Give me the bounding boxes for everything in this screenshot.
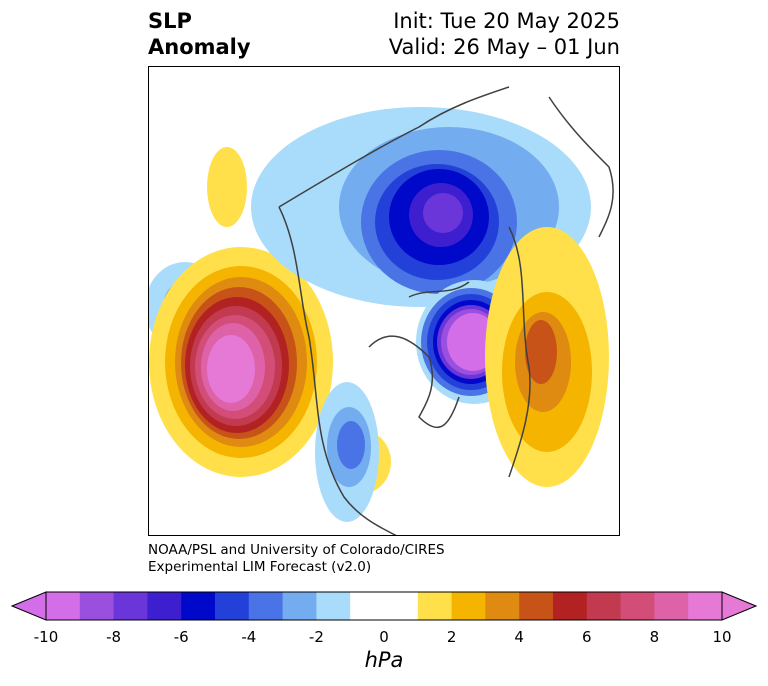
colorbar-cell (46, 592, 81, 620)
colorbar-cell (384, 592, 419, 620)
colorbar-tick-label: -4 (241, 628, 257, 646)
colorbar-cell (417, 592, 453, 620)
forecast-dates: Init: Tue 20 May 2025 Valid: 26 May – 01… (389, 8, 620, 60)
colorbar-cell (519, 592, 554, 620)
map-canvas (149, 86, 614, 535)
arctic-low (251, 107, 591, 307)
us-low (315, 382, 379, 522)
credit: NOAA/PSL and University of Colorado/CIRE… (148, 542, 445, 576)
colorbar-cell (147, 592, 182, 620)
credit-line-2: Experimental LIM Forecast (v2.0) (148, 559, 372, 575)
colorbar (10, 591, 758, 621)
valid-range: Valid: 26 May – 01 Jun (388, 35, 620, 59)
colorbar-cell (451, 592, 486, 620)
colorbar-cell (350, 592, 385, 620)
credit-line-1: NOAA/PSL and University of Colorado/CIRE… (148, 542, 445, 558)
colorbar-tick-label: -2 (308, 628, 324, 646)
colorbar-cell (620, 592, 655, 620)
colorbar-outline (45, 591, 723, 621)
colorbar-cell (282, 592, 317, 620)
colorbar-tick-label: 2 (446, 628, 457, 646)
ne-pacific-high (149, 247, 333, 477)
siberia-high (207, 147, 247, 227)
colorbar-cell (248, 592, 284, 620)
colorbar-extend-left (10, 591, 47, 621)
colorbar-cell (688, 592, 723, 620)
colorbar-cell (485, 592, 520, 620)
colorbar-tick-label: 6 (582, 628, 592, 646)
colorbar-cell (79, 592, 115, 620)
colorbar-tick-label: -10 (33, 628, 59, 646)
colorbar-tick-label: 8 (649, 628, 660, 646)
colorbar-cell (181, 592, 216, 620)
coastlines (278, 86, 614, 535)
colorbar-cell (316, 592, 351, 620)
colorbar-cell (654, 592, 689, 620)
europe-high (485, 227, 609, 487)
map-title: SLP Anomaly (148, 8, 251, 60)
colorbar-tick-label: 10 (712, 628, 732, 646)
colorbar-tick-label: -8 (106, 628, 122, 646)
colorbar-cells (46, 592, 723, 620)
colorbar-tick-label: -6 (173, 628, 189, 646)
colorbar-tick-label: 0 (379, 628, 389, 646)
colorbar-extend-right (721, 591, 758, 621)
colorbar-tick-label: 4 (514, 628, 524, 646)
init-date: Init: Tue 20 May 2025 (393, 9, 620, 33)
colorbar-cell (553, 592, 588, 620)
title-line-1: SLP (148, 9, 192, 33)
colorbar-units: hPa (364, 648, 404, 672)
title-line-2: Anomaly (148, 35, 251, 59)
colorbar-cell (586, 592, 622, 620)
colorbar-cell (113, 592, 148, 620)
colorbar-cell (215, 592, 250, 620)
slp-anomaly-map (148, 66, 620, 536)
